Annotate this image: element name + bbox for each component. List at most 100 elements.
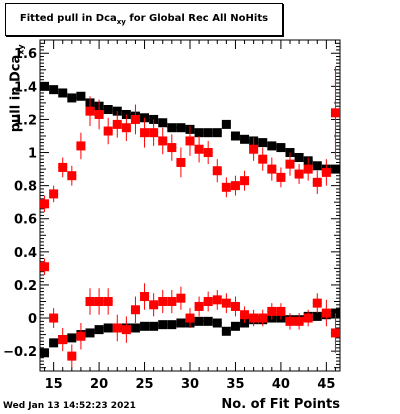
data-point: [212, 128, 222, 138]
data-point: [194, 301, 204, 311]
data-point: [112, 323, 122, 333]
y-tick-label: 0.2: [14, 279, 37, 294]
data-point: [203, 316, 213, 326]
data-point: [185, 136, 195, 146]
data-point: [158, 296, 168, 306]
data-point: [203, 296, 213, 306]
data-point: [221, 182, 231, 192]
data-point: [158, 320, 168, 330]
x-tick-label: 20: [90, 377, 108, 392]
y-axis-label-main: pull in Dca: [8, 54, 24, 133]
data-point: [258, 313, 268, 323]
data-point: [240, 134, 250, 144]
data-point: [40, 81, 50, 91]
data-point: [58, 162, 68, 172]
data-point: [149, 321, 159, 331]
x-tick-label: 35: [226, 377, 244, 392]
data-point: [130, 114, 140, 124]
data-point: [130, 323, 140, 333]
data-point: [203, 148, 213, 158]
y-axis-label-sub: xy: [16, 44, 26, 55]
data-point: [312, 161, 322, 171]
data-point: [167, 320, 177, 330]
data-point: [221, 326, 231, 336]
data-point: [176, 123, 186, 133]
chart-title-sub: xy: [116, 18, 126, 26]
data-point: [249, 313, 259, 323]
chart-title-main: Fitted pull in Dca: [19, 13, 117, 24]
y-tick-label: 0.6: [14, 213, 37, 228]
data-point: [330, 328, 340, 338]
data-point: [221, 119, 231, 129]
y-tick-label: −0.2: [3, 345, 37, 360]
data-point: [67, 171, 77, 181]
data-point: [76, 141, 86, 151]
data-point: [203, 128, 213, 138]
x-tick-label: 40: [272, 377, 290, 392]
data-point: [276, 172, 286, 182]
data-point: [76, 331, 86, 341]
data-point: [249, 144, 259, 154]
data-point: [112, 119, 122, 129]
data-point: [121, 325, 131, 335]
series-1: [40, 66, 340, 213]
data-point: [176, 318, 186, 328]
y-tick-label: 1.6: [14, 47, 37, 62]
data-point: [230, 181, 240, 191]
data-point: [94, 109, 104, 119]
data-point: [103, 126, 113, 136]
data-point: [40, 199, 50, 209]
data-point: [312, 298, 322, 308]
data-point: [49, 313, 59, 323]
data-point: [267, 141, 277, 151]
data-point: [212, 318, 222, 328]
data-point: [94, 296, 104, 306]
data-point: [94, 325, 104, 335]
data-point: [149, 128, 159, 138]
data-point: [194, 316, 204, 326]
y-axis-label: pull in Dcaxy: [9, 43, 26, 133]
data-point: [58, 335, 68, 345]
data-point: [221, 298, 231, 308]
y-tick-label: 1.4: [14, 80, 37, 95]
data-point: [140, 128, 150, 138]
data-point: [240, 310, 250, 320]
y-tick-label: 1.2: [14, 113, 37, 128]
data-point: [330, 108, 340, 118]
data-point: [103, 105, 113, 115]
data-point: [294, 316, 304, 326]
x-tick-label: 45: [317, 377, 335, 392]
data-point: [230, 131, 240, 141]
data-point: [67, 351, 77, 361]
data-point: [40, 348, 50, 358]
data-point: [58, 88, 68, 98]
data-point: [303, 164, 313, 174]
data-point: [40, 262, 50, 272]
data-point: [294, 153, 304, 163]
data-point: [121, 123, 131, 133]
data-point: [330, 164, 340, 174]
data-point: [194, 128, 204, 138]
data-point: [312, 177, 322, 187]
data-point: [230, 301, 240, 311]
data-point: [212, 166, 222, 176]
data-point: [158, 118, 168, 128]
data-point: [167, 296, 177, 306]
series-3: [40, 258, 340, 368]
data-point: [230, 321, 240, 331]
x-axis-label: No. of Fit Points: [221, 397, 340, 412]
data-point: [76, 91, 86, 101]
data-point: [185, 313, 195, 323]
data-point: [294, 169, 304, 179]
data-point: [167, 123, 177, 133]
data-point: [267, 306, 277, 316]
data-point: [103, 323, 113, 333]
data-point: [276, 306, 286, 316]
data-point: [258, 154, 268, 164]
chart-title: Fitted pull in Dcaxy for Global Rec All …: [6, 13, 282, 26]
data-point: [140, 292, 150, 302]
data-point: [130, 305, 140, 315]
x-tick-label: 15: [45, 377, 63, 392]
data-point: [85, 106, 95, 116]
